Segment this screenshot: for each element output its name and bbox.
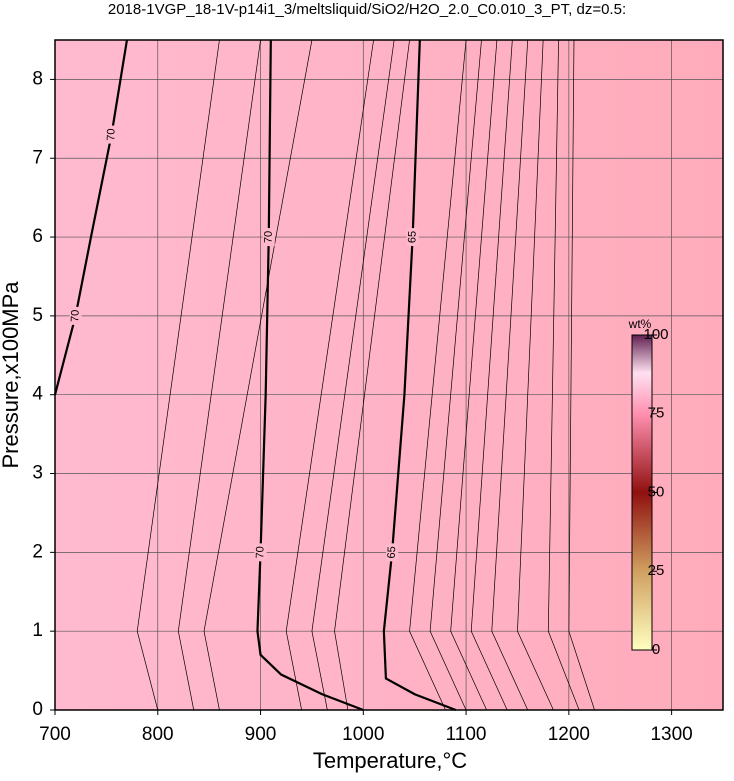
minor-contour bbox=[450, 39, 498, 711]
contour-label: 65 bbox=[406, 231, 418, 244]
chart-title: 2018-1VGP_18-1V-p14i1_3/meltsliquid/SiO2… bbox=[108, 1, 626, 18]
x-tick-label: 800 bbox=[142, 724, 174, 745]
minor-contour bbox=[429, 39, 482, 711]
minor-contour bbox=[311, 39, 395, 711]
minor-contour bbox=[517, 39, 554, 711]
contour-line bbox=[53, 39, 129, 395]
x-tick-label: 700 bbox=[39, 724, 71, 745]
minor-contour bbox=[568, 39, 595, 711]
contour-line bbox=[382, 39, 457, 712]
contour-line bbox=[256, 39, 364, 712]
y-tick-label: 3 bbox=[32, 463, 43, 484]
contour-label: 70 bbox=[69, 310, 81, 323]
y-axis-label: Pressure,x100MPa bbox=[0, 281, 23, 469]
minor-contour bbox=[203, 39, 313, 711]
minor-contour bbox=[470, 39, 513, 711]
contour-label-bg bbox=[406, 228, 419, 247]
colorbar-label: wt% bbox=[628, 317, 652, 331]
y-tick-label: 0 bbox=[32, 699, 43, 720]
minor-contour bbox=[136, 39, 220, 711]
contour-label: 70 bbox=[254, 546, 266, 559]
y-tick-label: 4 bbox=[32, 384, 43, 405]
minor-contour bbox=[491, 39, 529, 711]
colorbar-tick-label: 25 bbox=[648, 562, 665, 579]
y-tick-label: 2 bbox=[32, 541, 43, 562]
y-tick-label: 7 bbox=[32, 147, 43, 168]
x-tick-label: 1200 bbox=[548, 724, 590, 745]
contour-label: 65 bbox=[386, 546, 398, 559]
minor-contour bbox=[285, 39, 374, 711]
contour-label-bg bbox=[386, 543, 399, 562]
x-tick-label: 1100 bbox=[446, 724, 487, 745]
y-tick-label: 6 bbox=[32, 226, 43, 247]
y-tick-label: 8 bbox=[32, 68, 43, 89]
minor-contour bbox=[547, 39, 580, 711]
contour-label-bg bbox=[105, 125, 118, 144]
plot: 70 70 65 65 70 70 bbox=[53, 39, 723, 712]
contour-label-bg bbox=[254, 543, 267, 562]
minor-contour bbox=[177, 39, 261, 711]
minor-contour bbox=[334, 39, 410, 711]
x-tick-label: 900 bbox=[245, 724, 277, 745]
contour-label: 70 bbox=[105, 128, 117, 141]
contour-label: 70 bbox=[262, 231, 274, 244]
x-axis-label: Temperature,°C bbox=[313, 748, 467, 773]
y-tick-label: 1 bbox=[32, 620, 43, 641]
contour-label-bg bbox=[69, 306, 82, 325]
contour-label-bg bbox=[262, 228, 275, 247]
colorbar-tick-label: 75 bbox=[648, 405, 665, 422]
minor-contour bbox=[409, 39, 467, 711]
x-tick-label: 1300 bbox=[650, 724, 692, 745]
x-tick-label: 1000 bbox=[342, 724, 384, 745]
plot-frame bbox=[54, 39, 724, 711]
colorbar-tick-label: 100 bbox=[643, 326, 668, 343]
y-tick-label: 5 bbox=[32, 305, 43, 326]
colorbar-tick-label: 0 bbox=[652, 641, 660, 658]
colorbar-tick-label: 50 bbox=[648, 483, 665, 500]
plot-area bbox=[55, 40, 723, 710]
